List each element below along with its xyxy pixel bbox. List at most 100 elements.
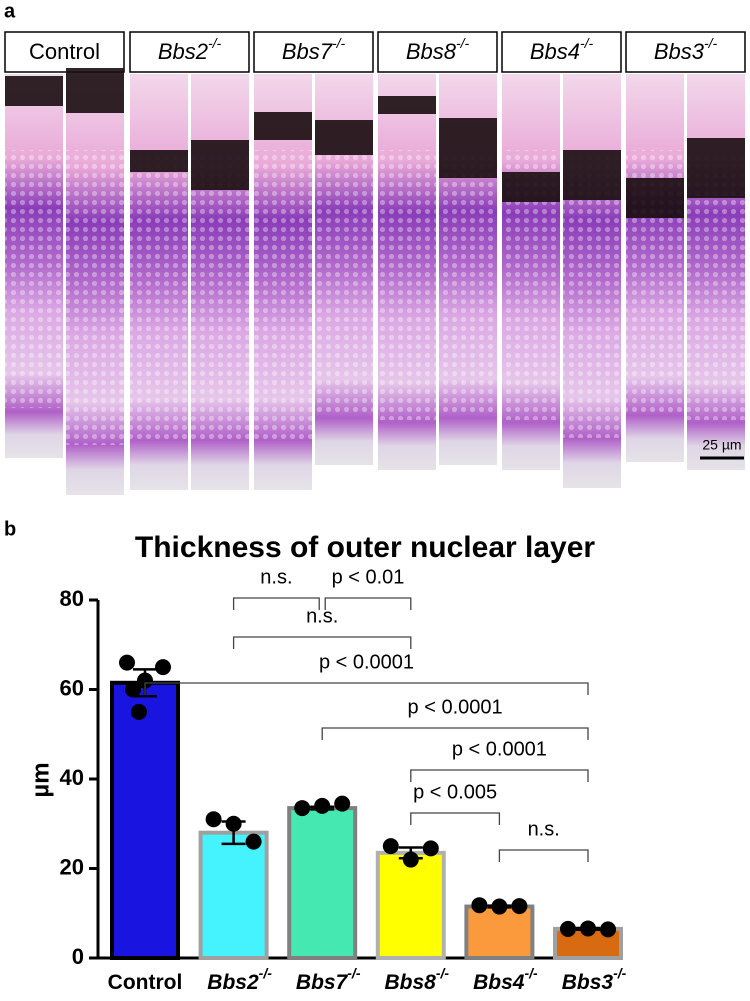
bar xyxy=(287,806,358,961)
pigment-layer xyxy=(378,96,436,114)
x-tick-label: Bbs3-/- xyxy=(562,965,627,994)
pigment-layer xyxy=(254,112,312,140)
category-superscript: -/- xyxy=(436,965,450,981)
data-point xyxy=(119,654,135,671)
genotype: Bbs3 xyxy=(654,39,705,64)
data-point xyxy=(155,659,171,676)
histology-texture xyxy=(439,150,497,415)
category: Bbs7 xyxy=(296,971,349,994)
category: Bbs4 xyxy=(473,971,525,994)
pigment-layer xyxy=(687,138,745,198)
significance-bracket xyxy=(498,849,589,862)
header-label: Control xyxy=(29,39,100,64)
genotype: Bbs8 xyxy=(406,39,457,64)
histology-texture xyxy=(5,150,63,408)
data-point xyxy=(382,838,399,855)
y-tick-label: 60 xyxy=(60,675,84,700)
bar xyxy=(464,904,535,960)
panel-label: a xyxy=(4,0,16,22)
genotype-superscript: -/- xyxy=(332,35,346,51)
significance-bracket xyxy=(321,727,589,740)
category: Bbs8 xyxy=(385,971,437,994)
significance-label: p < 0.0001 xyxy=(319,651,414,673)
histology-texture xyxy=(378,150,436,420)
header-label: Bbs7-/- xyxy=(282,35,346,64)
bar xyxy=(110,680,180,960)
data-point xyxy=(314,797,331,814)
category-superscript: -/- xyxy=(613,965,627,981)
genotype: Bbs4 xyxy=(530,39,580,64)
y-axis-label: µm xyxy=(27,762,54,797)
category: Bbs2 xyxy=(207,971,259,994)
y-tick-label: 20 xyxy=(60,854,84,879)
header-box xyxy=(377,31,498,73)
bar xyxy=(198,830,269,961)
histology-texture xyxy=(66,150,124,445)
data-point xyxy=(131,703,147,720)
pigment-layer xyxy=(502,172,560,202)
header-label: Bbs4-/- xyxy=(530,35,594,64)
category-superscript: -/- xyxy=(347,965,361,981)
x-tick-label: Bbs4-/- xyxy=(473,965,538,994)
panel-label: b xyxy=(4,518,16,540)
category-superscript: -/- xyxy=(259,965,273,981)
pigment-layer xyxy=(315,120,373,155)
significance-label: p < 0.01 xyxy=(332,566,405,588)
data-point xyxy=(137,672,153,689)
histology-texture xyxy=(191,150,249,440)
significance-label: p < 0.0001 xyxy=(452,738,547,760)
pigment-layer xyxy=(191,140,249,190)
chart-title: Thickness of outer nuclear layer xyxy=(135,531,595,564)
genotype: Bbs2 xyxy=(158,39,208,64)
x-tick-label: Bbs8-/- xyxy=(385,965,450,994)
histology-texture xyxy=(254,150,312,440)
pigment-layer xyxy=(439,118,497,178)
significance-bracket xyxy=(324,597,412,610)
category: Control xyxy=(108,971,183,994)
x-tick-label: Control xyxy=(108,971,183,994)
pigment-layer xyxy=(563,150,621,200)
category: Bbs3 xyxy=(562,971,614,994)
data-point xyxy=(225,815,242,832)
data-point xyxy=(294,800,311,817)
pigment-layer xyxy=(626,178,684,218)
header-box xyxy=(625,31,746,73)
data-point xyxy=(491,898,508,915)
genotype: Control xyxy=(29,39,100,64)
x-tick-label: Bbs7-/- xyxy=(296,965,361,994)
significance-label: p < 0.005 xyxy=(413,781,497,803)
data-point xyxy=(422,840,439,857)
header-box xyxy=(4,31,125,73)
panel-a: Control Bbs2-/- Bbs7-/- Bbs8-/- Bbs4-/- Bbs3-… xyxy=(4,31,746,495)
genotype-superscript: -/- xyxy=(704,35,718,51)
genotype: Bbs7 xyxy=(282,39,333,64)
histology-texture xyxy=(130,150,188,440)
header-label: Bbs3-/- xyxy=(654,35,718,64)
data-point xyxy=(580,920,596,937)
significance-bracket xyxy=(232,597,320,610)
header-label: Bbs2-/- xyxy=(158,35,222,64)
data-point xyxy=(334,795,351,812)
bar xyxy=(375,850,446,961)
y-tick-label: 80 xyxy=(60,586,84,611)
data-point xyxy=(600,921,616,938)
significance-bracket xyxy=(232,636,412,649)
header-box xyxy=(253,31,374,73)
data-point xyxy=(471,897,488,914)
data-point xyxy=(402,851,419,868)
category-superscript: -/- xyxy=(524,965,538,981)
significance-bracket xyxy=(144,682,589,695)
data-point xyxy=(125,681,141,698)
pigment-layer xyxy=(5,76,63,106)
header-box xyxy=(129,31,250,73)
genotype-superscript: -/- xyxy=(208,35,222,51)
significance-label: n.s. xyxy=(306,605,338,627)
significance-bracket xyxy=(410,812,501,825)
header-label: Bbs8-/- xyxy=(406,35,470,64)
scale-bar-label: 25 µm xyxy=(702,437,741,453)
x-tick-label: Bbs2-/- xyxy=(207,965,272,994)
pigment-layer xyxy=(130,150,188,172)
data-point xyxy=(511,898,528,915)
